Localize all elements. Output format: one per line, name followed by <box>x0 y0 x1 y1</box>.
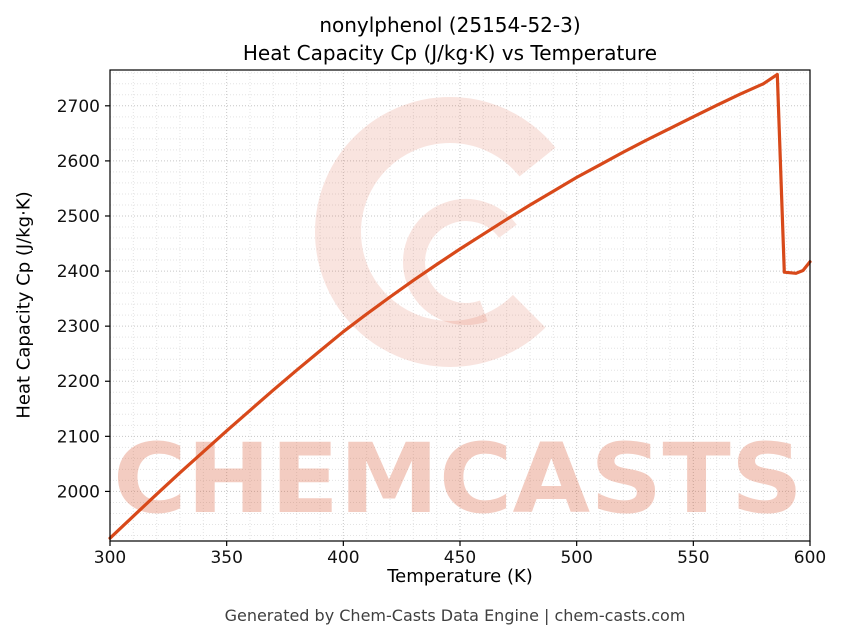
y-tick-label: 2500 <box>57 207 100 227</box>
watermark-text: CHEMCASTS <box>113 423 803 535</box>
x-tick-label: 400 <box>327 548 359 568</box>
x-axis-label: Temperature (K) <box>387 566 533 587</box>
y-tick-label: 2200 <box>57 372 100 392</box>
grid-minor <box>110 70 810 541</box>
footer-credit: Generated by Chem-Casts Data Engine | ch… <box>224 606 686 625</box>
y-tick-label: 2700 <box>57 97 100 117</box>
y-tick-label: 2000 <box>57 482 100 502</box>
x-tick-label: 500 <box>560 548 592 568</box>
x-tick-label: 450 <box>444 548 476 568</box>
x-tick-label: 300 <box>94 548 126 568</box>
y-tick-label: 2100 <box>57 427 100 447</box>
y-tick-label: 2300 <box>57 317 100 337</box>
watermark: CHEMCASTS <box>113 96 803 535</box>
y-tick-label: 2600 <box>57 152 100 172</box>
cp-curve <box>108 72 812 540</box>
series-line <box>108 72 812 540</box>
x-tick-label: 350 <box>210 548 242 568</box>
y-tick-label: 2400 <box>57 262 100 282</box>
y-axis-ticks: 2000 2100 2200 2300 2400 2500 2600 2700 <box>57 97 110 502</box>
y-axis-label: Heat Capacity Cp (J/kg·K) <box>13 191 35 419</box>
chart-subtitle: Heat Capacity Cp (J/kg·K) vs Temperature <box>242 41 658 65</box>
x-tick-label: 600 <box>794 548 826 568</box>
watermark-logo-icon <box>315 96 585 367</box>
chart-title: nonylphenol (25154-52-3) <box>319 13 581 37</box>
x-tick-label: 550 <box>677 548 709 568</box>
x-axis-ticks: 300 350 400 450 500 550 600 <box>94 541 826 568</box>
watermark-logo-inner-icon <box>403 199 529 325</box>
